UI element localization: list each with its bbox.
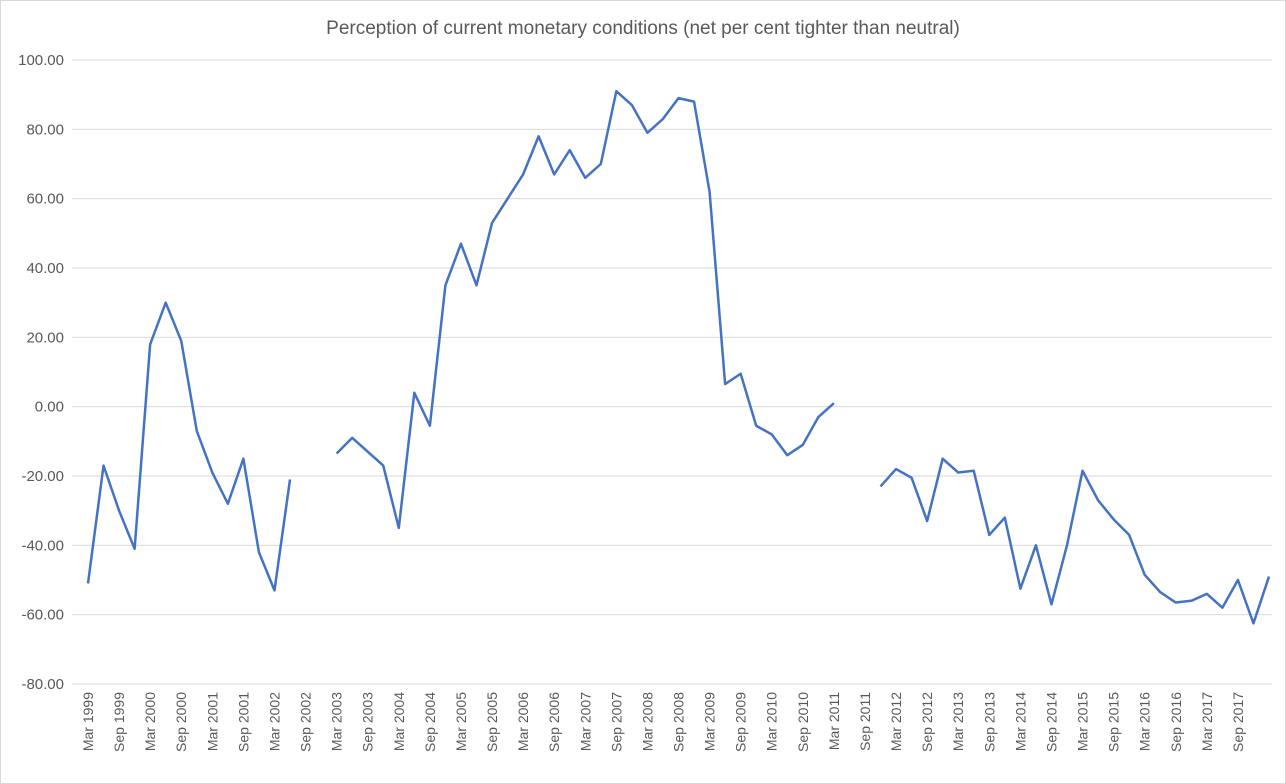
x-tick-label: Mar 2017: [1199, 692, 1215, 751]
y-tick-label: 40.00: [26, 260, 64, 277]
x-tick-label: Sep 2005: [484, 692, 500, 752]
x-tick-label: Sep 2013: [981, 692, 997, 752]
x-tick-label: Mar 2003: [329, 692, 345, 751]
series-line-segment: [86, 301, 292, 592]
x-tick-label: Sep 2004: [422, 692, 438, 752]
x-tick-label: Mar 2005: [453, 692, 469, 751]
x-tick-label: Sep 2000: [173, 692, 189, 752]
x-tick-label: Sep 2011: [857, 692, 873, 751]
x-tick-label: Mar 2010: [764, 692, 780, 751]
y-tick-label: -60.00: [21, 607, 64, 624]
x-tick-label: Mar 2002: [266, 692, 282, 751]
x-tick-label: Mar 2016: [1137, 692, 1153, 751]
y-tick-label: 80.00: [26, 121, 64, 138]
x-tick-label: Mar 2009: [702, 692, 718, 751]
x-tick-label: Sep 2001: [235, 692, 251, 752]
x-tick-label: Sep 2003: [360, 692, 376, 752]
x-tick-label: Mar 2011: [826, 692, 842, 750]
x-tick-label: Mar 2008: [639, 692, 655, 751]
x-tick-label: Sep 2009: [733, 692, 749, 752]
x-tick-label: Sep 2016: [1168, 692, 1184, 752]
y-tick-label: 0.00: [35, 399, 64, 416]
gridlines: [72, 59, 1272, 685]
y-tick-label: 100.00: [18, 52, 64, 69]
series-line-segment: [879, 457, 1271, 625]
x-tick-label: Sep 2012: [919, 692, 935, 752]
chart-title: Perception of current monetary condition…: [326, 18, 960, 39]
x-tick-label: Sep 1999: [111, 692, 127, 752]
x-tick-label: Mar 1999: [80, 692, 96, 751]
x-tick-label: Sep 2014: [1043, 692, 1059, 752]
x-tick-label: Mar 2013: [950, 692, 966, 751]
x-axis-labels: Mar 1999 Sep 1999 Mar 2000 Sep 2000 Mar 2001…: [80, 692, 1246, 752]
y-tick-label: -80.00: [21, 676, 64, 693]
x-tick-label: Mar 2007: [577, 692, 593, 751]
y-tick-label: 60.00: [26, 191, 64, 208]
x-tick-label: Sep 2008: [671, 692, 687, 752]
x-tick-label: Mar 2004: [391, 692, 407, 751]
x-tick-label: Mar 2006: [515, 692, 531, 751]
y-tick-label: -40.00: [21, 537, 64, 554]
x-tick-label: Mar 2015: [1075, 692, 1091, 751]
x-tick-label: Mar 2014: [1012, 692, 1028, 751]
x-tick-label: Sep 2007: [608, 692, 624, 752]
x-tick-label: Mar 2012: [888, 692, 904, 751]
x-tick-label: Sep 2010: [795, 692, 811, 752]
y-tick-label: 20.00: [26, 329, 64, 346]
series-group: [86, 89, 1271, 625]
series-line-segment: [335, 89, 835, 530]
x-tick-label: Sep 2006: [546, 692, 562, 752]
x-tick-label: Mar 2000: [142, 692, 158, 751]
x-tick-label: Sep 2015: [1106, 692, 1122, 752]
x-tick-label: Sep 2002: [298, 692, 314, 752]
x-tick-label: Sep 2017: [1230, 692, 1246, 752]
y-tick-label: -20.00: [21, 468, 64, 485]
y-axis-labels: 100.00 80.00 60.00 40.00 20.00 0.00 -20.00 -40.…: [18, 52, 64, 693]
x-tick-label: Mar 2001: [204, 692, 220, 751]
